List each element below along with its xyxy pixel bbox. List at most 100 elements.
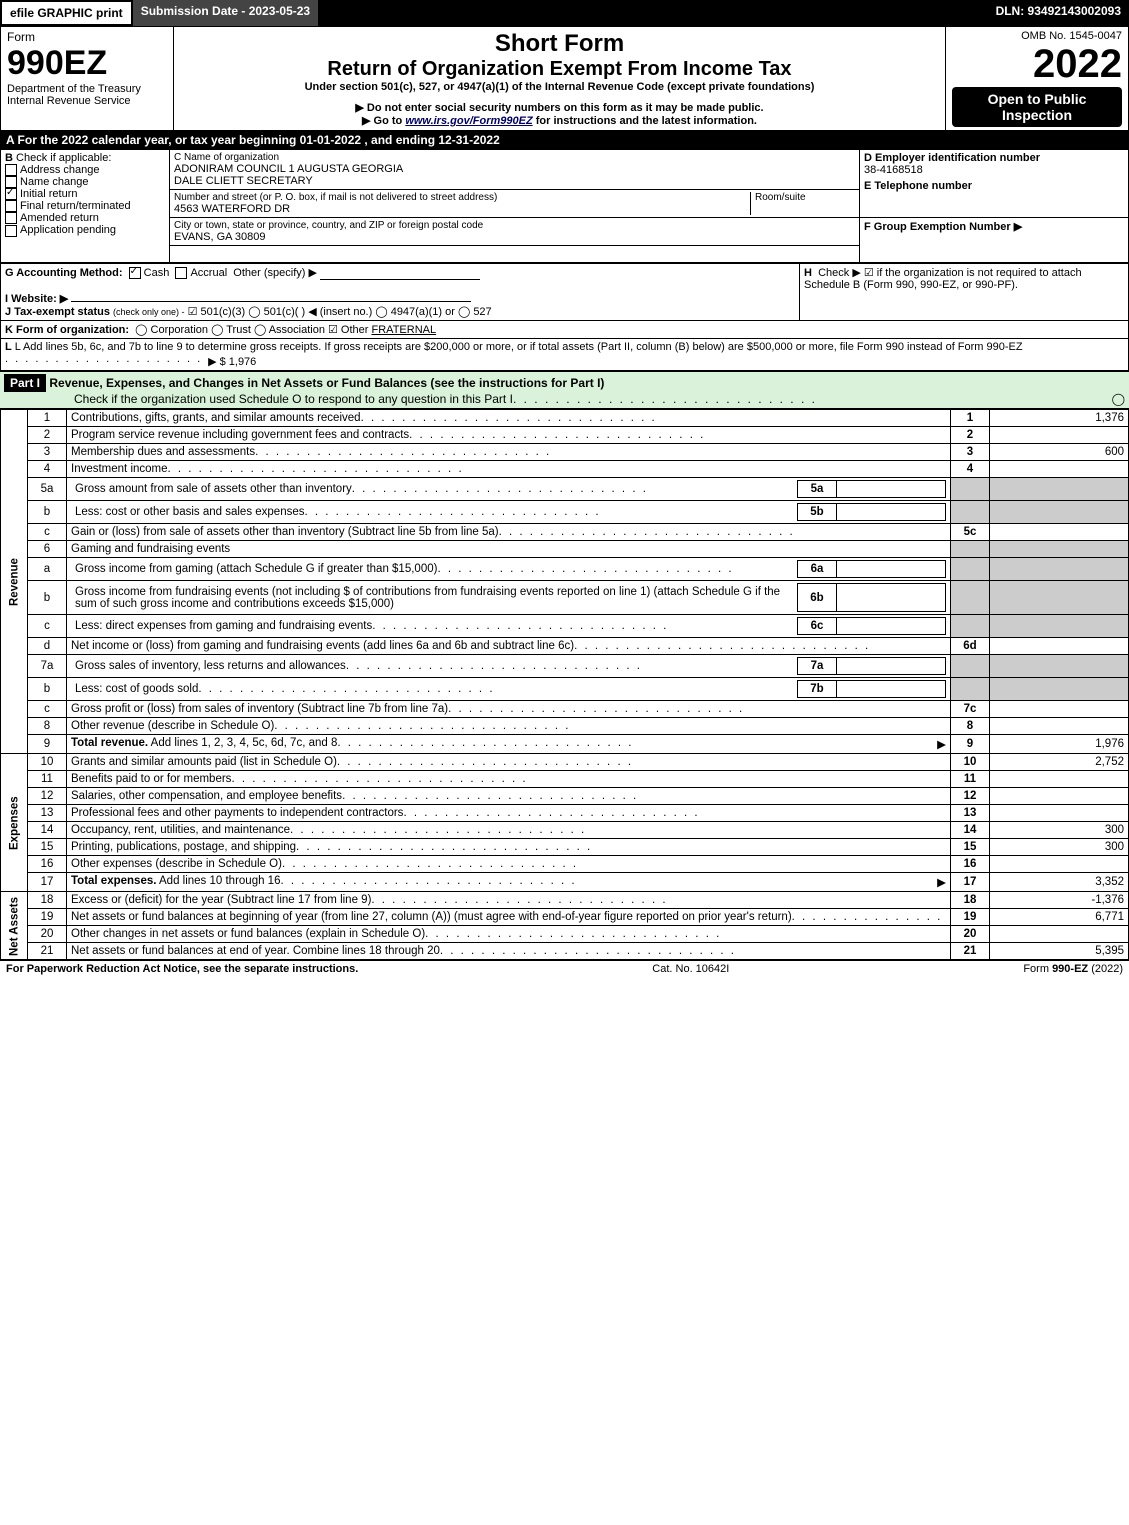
line-row: bLess: cost or other basis and sales exp…	[1, 501, 1129, 524]
org-form-other: FRATERNAL	[372, 324, 437, 336]
line-key: 8	[951, 718, 990, 735]
org-form-label: K Form of organization:	[5, 324, 129, 336]
line-desc: Other expenses (describe in Schedule O)	[67, 856, 951, 873]
schedule-b-note: Check ▶ ☑ if the organization is not req…	[804, 267, 1082, 291]
under-section-note: Under section 501(c), 527, or 4947(a)(1)…	[180, 81, 939, 93]
line-value	[990, 678, 1129, 701]
line-value: 2,752	[990, 754, 1129, 771]
check-option[interactable]: Address change	[5, 164, 165, 176]
website-value	[71, 301, 471, 302]
line-row: 21Net assets or fund balances at end of …	[1, 943, 1129, 960]
short-form-title: Short Form	[180, 30, 939, 58]
check-option[interactable]: Application pending	[5, 224, 165, 236]
line-desc: Excess or (deficit) for the year (Subtra…	[67, 892, 951, 909]
line-key: 14	[951, 822, 990, 839]
line-row: 17Total expenses. Add lines 10 through 1…	[1, 873, 1129, 892]
line-desc: Investment income	[67, 461, 951, 478]
accrual-label: Accrual	[190, 267, 227, 279]
line-desc: Printing, publications, postage, and shi…	[67, 839, 951, 856]
line-desc: Gross profit or (loss) from sales of inv…	[67, 701, 951, 718]
cash-checkbox[interactable]	[129, 267, 141, 279]
goto-suffix: for instructions and the latest informat…	[536, 115, 757, 127]
line-number: 16	[28, 856, 67, 873]
irs-link[interactable]: www.irs.gov/Form990EZ	[405, 115, 532, 127]
efile-label[interactable]: efile GRAPHIC print	[0, 0, 133, 26]
check-option[interactable]: Name change	[5, 176, 165, 188]
line-desc: Gain or (loss) from sale of assets other…	[67, 524, 951, 541]
gross-receipts-value: 1,976	[229, 356, 257, 368]
line-desc: Other changes in net assets or fund bala…	[67, 926, 951, 943]
line-row: 14Occupancy, rent, utilities, and mainte…	[1, 822, 1129, 839]
section-label: Expenses	[1, 754, 28, 892]
line-value: 1,976	[990, 735, 1129, 754]
box-l: L L Add lines 5b, 6c, and 7b to line 9 t…	[1, 339, 1129, 371]
part1-title: Revenue, Expenses, and Changes in Net As…	[49, 376, 604, 390]
line-key: 4	[951, 461, 990, 478]
line-value: 5,395	[990, 943, 1129, 960]
line-number: 12	[28, 788, 67, 805]
line-number: 6	[28, 541, 67, 558]
part1-label: Part I	[4, 374, 46, 392]
page-footer: For Paperwork Reduction Act Notice, see …	[0, 960, 1129, 977]
part1-checkbox[interactable]: ◯	[1112, 392, 1125, 406]
line-row: bGross income from fundraising events (n…	[1, 581, 1129, 615]
line-number: 14	[28, 822, 67, 839]
line-value	[990, 478, 1129, 501]
line-key: 5c	[951, 524, 990, 541]
line-key	[951, 581, 990, 615]
check-option[interactable]: Amended return	[5, 212, 165, 224]
line-number: 17	[28, 873, 67, 892]
line-row: 12Salaries, other compensation, and empl…	[1, 788, 1129, 805]
line-value: 600	[990, 444, 1129, 461]
room-label: Room/suite	[755, 192, 855, 203]
line-key	[951, 615, 990, 638]
line-value	[990, 427, 1129, 444]
street-label: Number and street (or P. O. box, if mail…	[174, 192, 750, 203]
line-row: Expenses10Grants and similar amounts pai…	[1, 754, 1129, 771]
line-key: 17	[951, 873, 990, 892]
line-value: 6,771	[990, 909, 1129, 926]
line-key: 19	[951, 909, 990, 926]
line-desc: Total expenses. Add lines 10 through 16▶	[67, 873, 951, 892]
line-key: 9	[951, 735, 990, 754]
form-number: 990EZ	[7, 44, 167, 83]
line-value	[990, 558, 1129, 581]
line-key	[951, 478, 990, 501]
accrual-checkbox[interactable]	[175, 267, 187, 279]
line-desc: Net assets or fund balances at beginning…	[67, 909, 951, 926]
goto-prefix: ▶ Go to	[362, 115, 405, 127]
line-desc: Total revenue. Add lines 1, 2, 3, 4, 5c,…	[67, 735, 951, 754]
line-value	[990, 615, 1129, 638]
line-key: 20	[951, 926, 990, 943]
section-a-period: A For the 2022 calendar year, or tax yea…	[0, 131, 1129, 149]
dln-number: DLN: 93492143002093	[988, 0, 1129, 26]
line-row: 16Other expenses (describe in Schedule O…	[1, 856, 1129, 873]
line-key: 1	[951, 410, 990, 427]
line-value	[990, 655, 1129, 678]
paperwork-notice: For Paperwork Reduction Act Notice, see …	[6, 963, 358, 975]
check-option[interactable]: Initial return	[5, 188, 165, 200]
line-number: b	[28, 678, 67, 701]
line-value	[990, 524, 1129, 541]
other-method-label: Other (specify) ▶	[233, 267, 317, 279]
line-row: cLess: direct expenses from gaming and f…	[1, 615, 1129, 638]
line-desc: Net income or (loss) from gaming and fun…	[67, 638, 951, 655]
line-desc: Other revenue (describe in Schedule O)	[67, 718, 951, 735]
box-f: F Group Exemption Number ▶	[860, 218, 1129, 263]
line-row: 13Professional fees and other payments t…	[1, 805, 1129, 822]
omb-number: OMB No. 1545-0047	[952, 30, 1122, 42]
line-row: cGross profit or (loss) from sales of in…	[1, 701, 1129, 718]
check-option[interactable]: Final return/terminated	[5, 200, 165, 212]
line-desc: Less: cost or other basis and sales expe…	[67, 501, 951, 524]
line-key: 3	[951, 444, 990, 461]
box-c-label: C Name of organization	[174, 152, 855, 163]
line-value: 300	[990, 839, 1129, 856]
status-table: G Accounting Method: Cash Accrual Other …	[0, 263, 1129, 371]
box-b-heading: Check if applicable:	[16, 152, 111, 164]
ssn-warning: ▶ Do not enter social security numbers o…	[180, 101, 939, 114]
line-desc: Net assets or fund balances at end of ye…	[67, 943, 951, 960]
line-number: 20	[28, 926, 67, 943]
website-label: I Website: ▶	[5, 293, 68, 305]
line-row: 2Program service revenue including gover…	[1, 427, 1129, 444]
street-value: 4563 WATERFORD DR	[174, 203, 750, 215]
